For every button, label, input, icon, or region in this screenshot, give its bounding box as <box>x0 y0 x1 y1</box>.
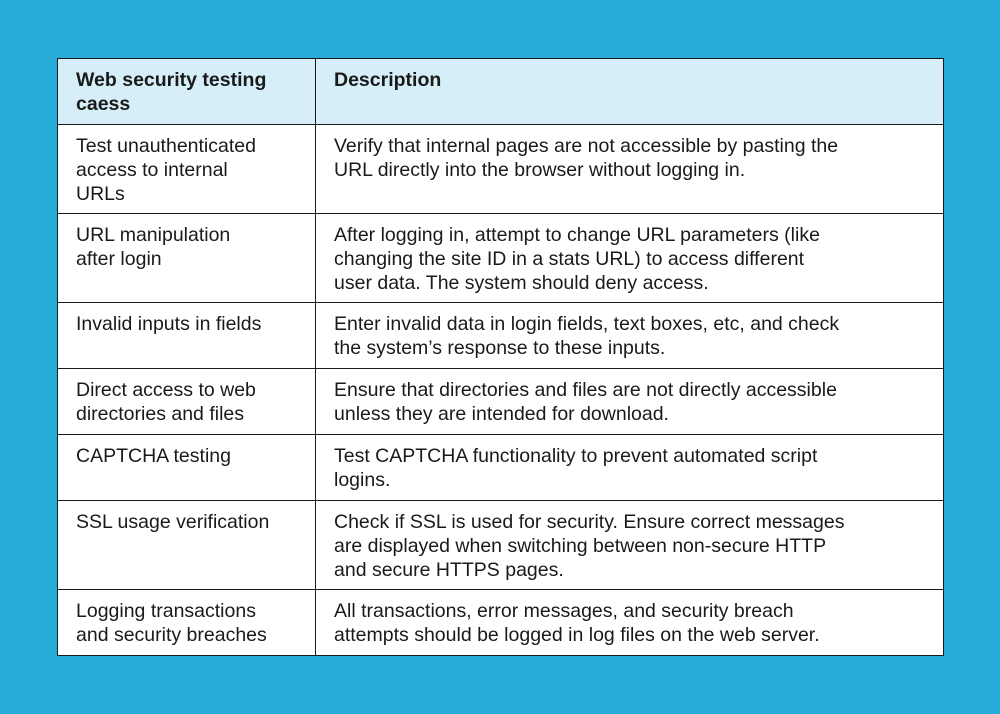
header-description: Description <box>315 58 944 125</box>
case-cell-line: Logging transactions <box>76 600 256 622</box>
case-cell-line: Direct access to web <box>76 379 256 401</box>
case-cell-line: directories and files <box>76 403 244 425</box>
description-cell-line: Check if SSL is used for security. Ensur… <box>334 511 845 533</box>
header-text: Description <box>334 69 442 91</box>
description-cell-line: and secure HTTPS pages. <box>334 559 564 581</box>
description-cell-line: All transactions, error messages, and se… <box>334 600 794 622</box>
table-row: Direct access to web directories and file… <box>57 368 944 435</box>
description-cell-line: logins. <box>334 469 391 491</box>
header-text: Web security testing <box>76 69 267 91</box>
description-cell-line: Verify that internal pages are not acces… <box>334 135 839 157</box>
security-testing-table: Web security testing caess Description T… <box>57 58 944 656</box>
table-row: Logging transactions and security breache… <box>57 589 944 656</box>
description-cell: Check if SSL is used for security. Ensur… <box>315 500 944 590</box>
description-cell-line: are displayed when switching between non… <box>334 535 827 557</box>
case-cell-line: Test unauthenticated <box>76 135 256 157</box>
description-cell-line: changing the site ID in a stats URL) to … <box>334 248 805 270</box>
description-cell-line: After logging in, attempt to change URL … <box>334 224 820 246</box>
header-text: caess <box>76 93 131 115</box>
case-cell: CAPTCHA testing <box>57 434 316 501</box>
case-cell-line: CAPTCHA testing <box>76 445 231 467</box>
header-case: Web security testing caess <box>57 58 316 125</box>
description-cell-line: Test CAPTCHA functionality to prevent au… <box>334 445 818 467</box>
description-cell-line: attempts should be logged in log files o… <box>334 624 820 646</box>
case-cell: SSL usage verification <box>57 500 316 590</box>
description-cell: Ensure that directories and files are no… <box>315 368 944 435</box>
table-row: Test unauthenticated access to internal UR… <box>57 124 944 214</box>
case-cell: Test unauthenticated access to internal UR… <box>57 124 316 214</box>
case-cell-line: URLs <box>76 183 125 205</box>
case-cell-line: Invalid inputs in fields <box>76 313 262 335</box>
description-cell: All transactions, error messages, and se… <box>315 589 944 656</box>
description-cell-line: unless they are intended for download. <box>334 403 669 425</box>
description-cell-line: URL directly into the browser without lo… <box>334 159 746 181</box>
description-cell-line: user data. The system should deny access… <box>334 272 709 294</box>
description-cell-line: Enter invalid data in login fields, text… <box>334 313 840 335</box>
description-cell: After logging in, attempt to change URL … <box>315 213 944 303</box>
case-cell-line: and security breaches <box>76 624 267 646</box>
case-cell-line: URL manipulation <box>76 224 231 246</box>
case-cell: Direct access to web directories and file… <box>57 368 316 435</box>
case-cell-line: access to internal <box>76 159 228 181</box>
case-cell: URL manipulation after login <box>57 213 316 303</box>
case-cell: Logging transactions and security breache… <box>57 589 316 656</box>
table-row: CAPTCHA testing Test CAPTCHA functionalit… <box>57 434 944 501</box>
header-row: Web security testing caess Description <box>57 58 944 125</box>
case-cell-line: SSL usage verification <box>76 511 270 533</box>
description-cell: Test CAPTCHA functionality to prevent au… <box>315 434 944 501</box>
description-cell: Verify that internal pages are not acces… <box>315 124 944 214</box>
description-cell: Enter invalid data in login fields, text… <box>315 302 944 369</box>
case-cell: Invalid inputs in fields <box>57 302 316 369</box>
table-row: Invalid inputs in fields Enter invalid da… <box>57 302 944 369</box>
case-cell-line: after login <box>76 248 162 270</box>
table-row: URL manipulation after login After logging… <box>57 213 944 303</box>
description-cell-line: Ensure that directories and files are no… <box>334 379 837 401</box>
description-cell-line: the system’s response to these inputs. <box>334 337 666 359</box>
table-row: SSL usage verification Check if SSL is us… <box>57 500 944 590</box>
